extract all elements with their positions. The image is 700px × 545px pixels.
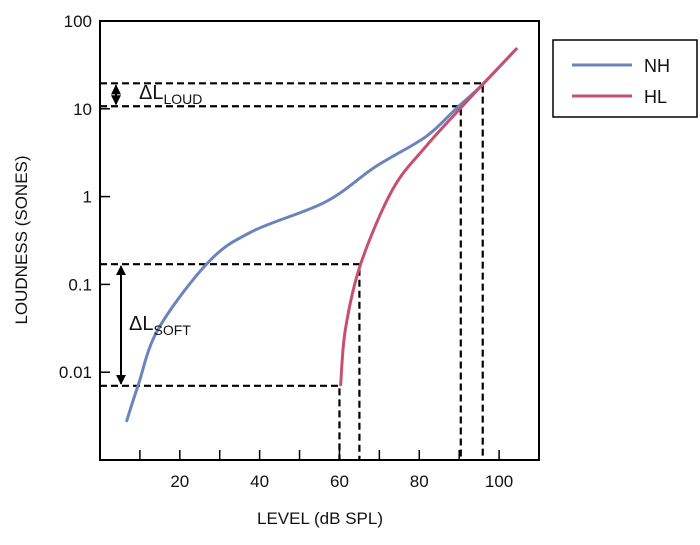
x-tick-label: 80	[410, 472, 429, 491]
legend-label-hl: HL	[644, 87, 667, 107]
y-axis-label: LOUDNESS (SONES)	[12, 155, 31, 324]
legend-box	[552, 39, 698, 118]
y-tick-label: 0.1	[68, 275, 92, 294]
annotations: ΔLLOUD ΔLSOFT	[111, 82, 202, 385]
y-tick-label: 1	[83, 188, 92, 207]
delta-label-loud: ΔLLOUD	[139, 82, 202, 107]
y-tick-label: 10	[73, 100, 92, 119]
series-layer	[125, 47, 518, 423]
plot-frame	[99, 20, 540, 461]
y-tick-label: 100	[64, 12, 92, 31]
y-axis: 0.01 0.1 1 10 100	[59, 12, 110, 382]
x-axis-label: LEVEL (dB SPL)	[257, 509, 383, 528]
series-line-hl	[339, 47, 518, 387]
delta-label-soft: ΔLSOFT	[129, 313, 191, 338]
reference-dashed-line	[100, 263, 361, 460]
reference-dashed-line	[100, 384, 341, 460]
x-tick-label: 20	[170, 472, 189, 491]
y-tick-label: 0.01	[59, 363, 92, 382]
x-axis: 20 40 60 80 100	[139, 450, 513, 491]
x-tick-label: 40	[250, 472, 269, 491]
series-line-nh	[125, 47, 518, 423]
reference-lines	[100, 82, 484, 460]
x-tick-label: 60	[330, 472, 349, 491]
reference-dashed-line	[100, 82, 484, 460]
legend-label-nh: NH	[644, 56, 670, 76]
legend: NH HL	[552, 39, 698, 118]
reference-dashed-line	[100, 105, 462, 460]
x-tick-label: 100	[485, 472, 513, 491]
